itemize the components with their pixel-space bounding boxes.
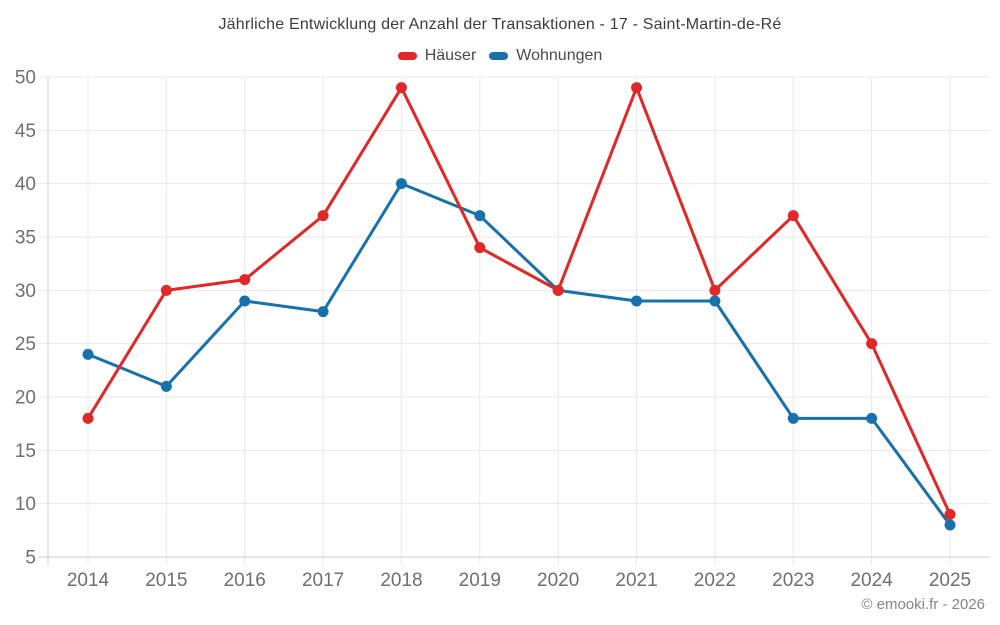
y-axis-label: 40 (15, 174, 36, 195)
legend-label-wohnungen: Wohnungen (516, 47, 603, 64)
data-point-series-0 (82, 412, 94, 424)
data-point-series-0 (787, 210, 799, 222)
legend-item-haeuser: Häuser (397, 47, 477, 65)
data-point-series-1 (395, 178, 407, 190)
data-point-series-0 (944, 508, 956, 520)
data-point-series-0 (709, 284, 721, 296)
copyright-text: © emooki.fr - 2026 (861, 596, 985, 613)
data-point-series-0 (160, 284, 172, 296)
x-axis-label: 2015 (145, 570, 187, 591)
data-point-series-1 (709, 295, 721, 307)
series-line-0 (86, 86, 952, 516)
x-axis-label: 2025 (929, 570, 971, 591)
legend-label-haeuser: Häuser (424, 47, 477, 64)
y-axis-label: 20 (15, 388, 36, 409)
data-point-series-0 (552, 284, 564, 296)
legend-swatch-wohnungen (489, 52, 509, 60)
legend-swatch-haeuser (397, 52, 417, 60)
x-axis-label: 2024 (850, 570, 893, 591)
y-axis-label: 30 (15, 281, 36, 302)
data-point-series-1 (631, 295, 643, 307)
x-axis-label: 2022 (694, 570, 736, 591)
data-point-series-0 (866, 338, 878, 350)
x-axis-label: 2014 (67, 570, 110, 591)
data-point-series-0 (631, 82, 643, 94)
data-point-series-0 (317, 210, 329, 222)
data-point-series-0 (474, 242, 486, 254)
x-axis-label: 2020 (537, 570, 579, 591)
data-point-series-0 (395, 82, 407, 94)
y-axis-label: 10 (15, 494, 36, 515)
x-axis-label: 2021 (615, 570, 657, 591)
data-point-series-1 (866, 412, 878, 424)
data-point-series-1 (787, 412, 799, 424)
y-axis-label: 15 (15, 441, 36, 462)
x-axis-label: 2023 (772, 570, 814, 591)
y-axis-label: 45 (15, 121, 36, 142)
chart-title: Jährliche Entwicklung der Anzahl der Tra… (218, 16, 782, 33)
legend-item-wohnungen: Wohnungen (489, 47, 602, 65)
data-point-series-1 (317, 306, 329, 318)
data-point-series-0 (239, 274, 251, 286)
x-axis-label: 2016 (224, 570, 266, 591)
data-point-series-1 (82, 348, 94, 360)
y-axis-label: 50 (15, 68, 36, 89)
x-axis-label: 2018 (380, 570, 422, 591)
data-point-series-1 (944, 519, 956, 531)
x-axis-label: 2019 (459, 570, 501, 591)
legend: Häuser Wohnungen (0, 47, 1000, 65)
data-point-series-1 (160, 380, 172, 392)
series-line-1 (86, 182, 952, 527)
y-axis-label: 25 (15, 334, 36, 355)
y-axis-label: 5 (25, 548, 36, 569)
x-axis-label: 2017 (302, 570, 344, 591)
data-point-series-1 (474, 210, 486, 222)
data-point-series-1 (239, 295, 251, 307)
y-axis-label: 35 (15, 228, 36, 249)
